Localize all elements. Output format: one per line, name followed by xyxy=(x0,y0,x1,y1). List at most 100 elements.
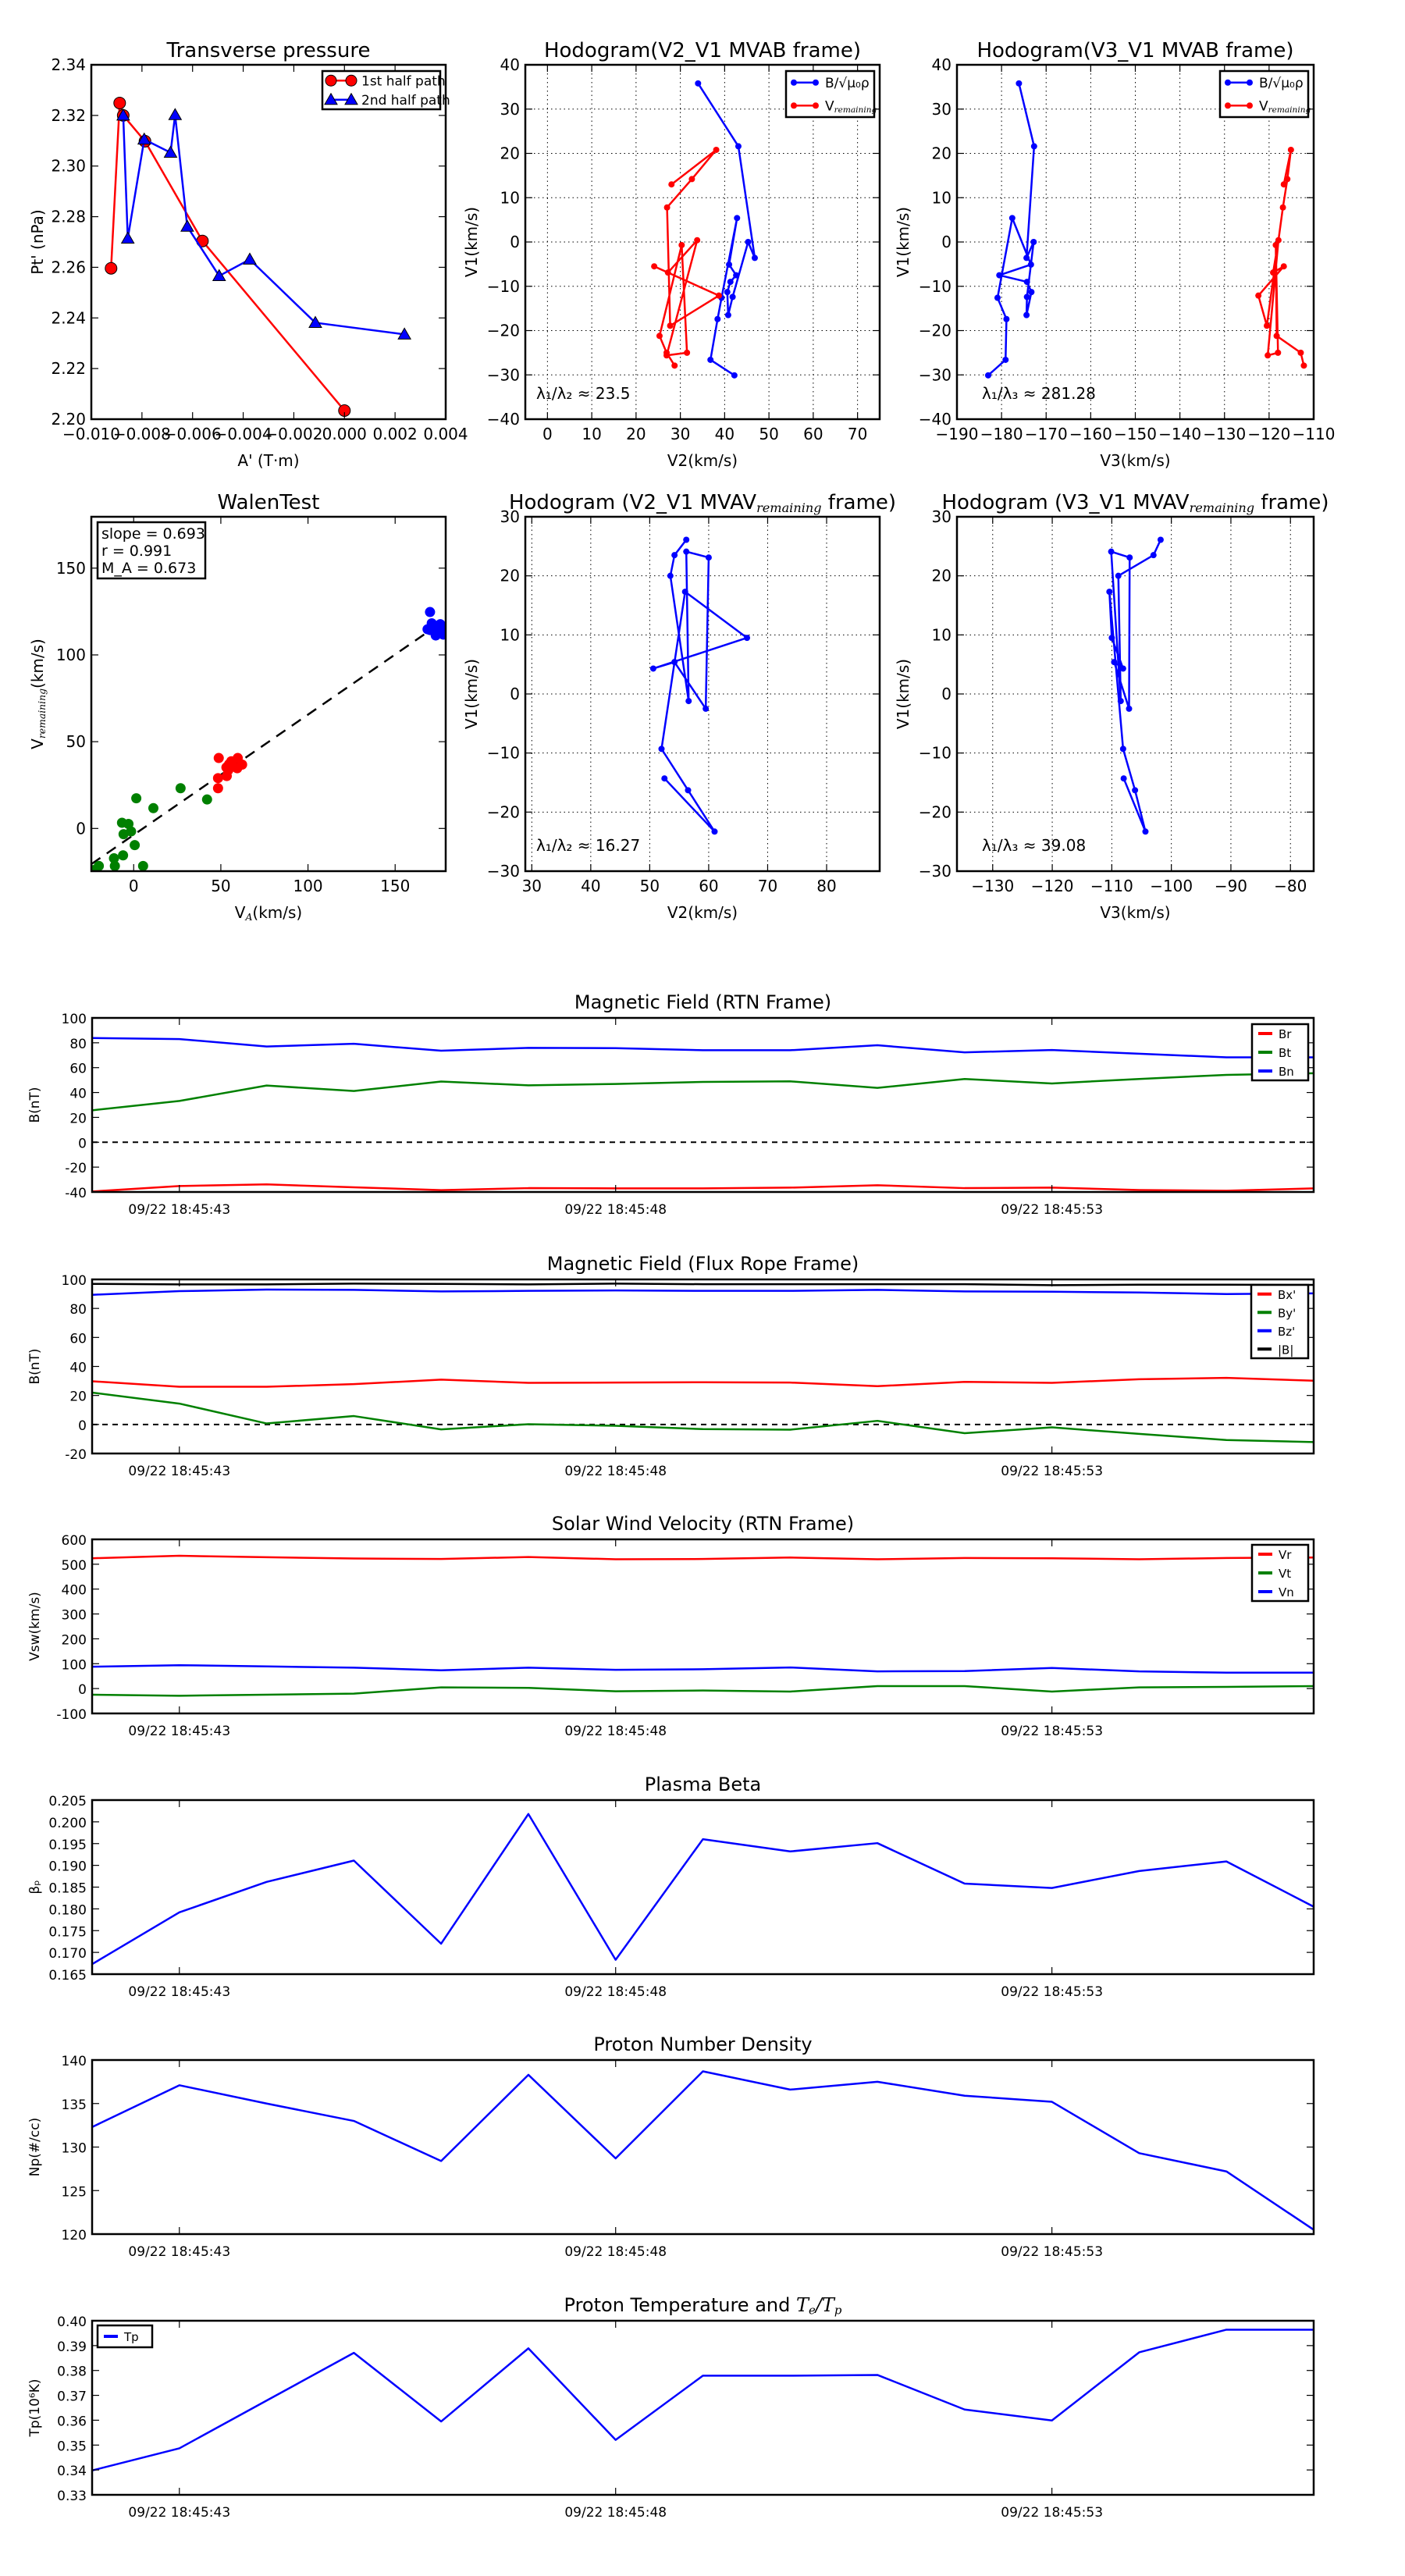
x-tick-label: −120 xyxy=(1031,877,1074,895)
series-1 xyxy=(116,108,412,340)
text-part: V xyxy=(1259,98,1268,114)
y-tick-label: 100 xyxy=(62,1657,87,1673)
x-axis-label: V3(km/s) xyxy=(1100,451,1170,470)
x-tick-label: 150 xyxy=(380,877,410,895)
series-line xyxy=(92,1288,1314,1296)
text-part: (km/s) xyxy=(252,903,302,922)
data-point xyxy=(751,254,758,262)
data-point xyxy=(1108,548,1115,555)
y-tick-label: 10 xyxy=(932,188,951,207)
text-part: remaining xyxy=(756,500,821,515)
legend: Vr Vt Vn xyxy=(1250,1543,1310,1603)
data-point xyxy=(1030,143,1037,150)
legend-label: Vremaining xyxy=(825,98,877,115)
text-part: Proton Temperature and xyxy=(564,2294,796,2316)
series-1 xyxy=(212,753,247,794)
plot-content xyxy=(91,607,446,871)
data-point xyxy=(1119,665,1126,672)
text-part: V xyxy=(28,738,47,749)
x-tick-label: 10 xyxy=(582,425,601,443)
chart-title: WalenTest xyxy=(218,491,320,514)
y-tick-label: 130 xyxy=(62,2141,87,2157)
x-tick-label: 60 xyxy=(803,425,823,443)
text-part: V xyxy=(235,903,246,922)
axes-frame xyxy=(90,63,447,421)
text-part: A xyxy=(244,911,252,923)
y-tick-label: 20 xyxy=(932,567,951,585)
y-tick-label: 30 xyxy=(500,507,520,526)
series-0 xyxy=(92,1813,1314,1966)
x-tick-label: −150 xyxy=(1114,425,1157,443)
y-tick-label: 120 xyxy=(62,2228,87,2243)
legend-entry: Vt xyxy=(1258,1567,1291,1581)
x-tick-label: 09/22 18:45:53 xyxy=(1001,1984,1103,2000)
data-point xyxy=(201,794,212,805)
data-point xyxy=(113,96,126,109)
x-tick-label: 70 xyxy=(758,877,777,895)
data-point xyxy=(1111,659,1118,666)
x-tick-label: 0 xyxy=(542,425,553,443)
data-point xyxy=(1255,292,1262,299)
x-tick-label: 50 xyxy=(640,877,660,895)
data-point xyxy=(212,783,223,794)
text-part: remaining xyxy=(1190,500,1254,515)
series-line xyxy=(92,1685,1314,1697)
y-tick-label: 135 xyxy=(62,2097,87,2113)
legend-marker xyxy=(1225,79,1231,86)
data-point xyxy=(175,783,186,794)
x-tick-label: −140 xyxy=(1158,425,1201,443)
series-1 xyxy=(92,1072,1314,1112)
chart-solar-wind-velocity: 09/22 18:45:43 09/22 18:45:48 09/22 18:45:… xyxy=(27,1513,1315,1739)
chart-plasma-beta: 09/22 18:45:43 09/22 18:45:48 09/22 18:45:… xyxy=(27,1774,1315,2000)
data-point xyxy=(308,315,322,328)
chart-title: Hodogram (V3_V1 MVAVremaining frame) xyxy=(941,491,1329,515)
x-tick-label: 0.000 xyxy=(322,425,367,443)
legend-label: By' xyxy=(1278,1306,1296,1320)
data-point xyxy=(1157,536,1164,543)
data-point xyxy=(1023,311,1030,318)
legend-entry: |B| xyxy=(1257,1343,1293,1357)
plot-area xyxy=(92,1539,1314,1713)
y-tick-label: 20 xyxy=(69,1111,87,1126)
x-tick-label: 0.002 xyxy=(373,425,418,443)
y-tick-label: 2.24 xyxy=(51,308,86,327)
x-tick-label: 70 xyxy=(848,425,867,443)
y-tick-label: 0 xyxy=(78,1136,87,1151)
y-tick-label: −10 xyxy=(487,277,520,296)
legend-entry: 1st half path xyxy=(325,73,446,89)
chart-title: Magnetic Field (Flux Rope Frame) xyxy=(547,1253,859,1275)
chart-magnetic-field-flux-rope: 09/22 18:45:43 09/22 18:45:48 09/22 18:45:… xyxy=(27,1253,1315,1479)
data-point xyxy=(1275,237,1282,244)
x-tick-label: 30 xyxy=(670,425,690,443)
series-line xyxy=(92,1813,1314,1966)
eigenvalue-ratio-annotation: λ₁/λ₂ ≈ 16.27 xyxy=(536,836,640,855)
y-axis-label: Pt' (nPa) xyxy=(28,209,47,274)
y-tick-label: 0.39 xyxy=(57,2339,87,2355)
data-point xyxy=(695,80,702,87)
y-tick-label: 0.190 xyxy=(48,1859,87,1875)
axes-frame xyxy=(90,515,447,873)
y-tick-label: 30 xyxy=(500,100,520,119)
y-tick-label: −20 xyxy=(919,802,951,821)
data-point xyxy=(1023,279,1030,286)
series-2 xyxy=(92,1663,1314,1674)
x-tick-label: 09/22 18:45:43 xyxy=(128,1984,230,2000)
series-line xyxy=(92,1183,1314,1192)
data-point xyxy=(1272,241,1279,248)
y-tick-label: 0 xyxy=(941,685,951,703)
y-tick-label: 2.26 xyxy=(51,258,86,276)
data-point xyxy=(994,294,1001,301)
data-point xyxy=(1284,176,1291,183)
data-point xyxy=(1023,254,1030,262)
data-point xyxy=(724,311,731,318)
plot-area xyxy=(92,2060,1314,2234)
series-line xyxy=(92,1554,1314,1560)
y-tick-label: 40 xyxy=(932,55,951,74)
data-point xyxy=(685,787,692,794)
chart-title: Hodogram(V2_V1 MVAB frame) xyxy=(544,39,861,62)
x-tick-label: −0.010 xyxy=(62,425,120,443)
x-tick-label: 09/22 18:45:43 xyxy=(128,2244,230,2260)
y-tick-label: −20 xyxy=(487,322,520,340)
y-axis-label: Tp(10⁶K) xyxy=(27,2379,43,2437)
legend-entry: Vr xyxy=(1258,1548,1292,1562)
